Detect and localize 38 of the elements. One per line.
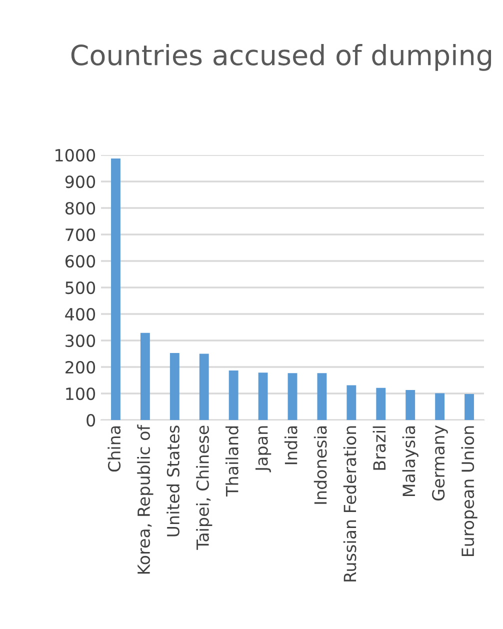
chart-title: Countries accused of dumping	[71, 44, 492, 71]
bar	[317, 373, 327, 420]
bar	[228, 370, 238, 420]
x-tick-label: China	[108, 426, 121, 472]
x-tick-label: Germany	[432, 425, 448, 501]
y-tick-label: 600	[65, 254, 96, 268]
y-tick-label: 200	[66, 360, 96, 374]
y-tick-label: 0	[86, 414, 96, 427]
y-tick-label: 800	[65, 202, 96, 215]
bar	[288, 373, 298, 420]
y-tick-label: 900	[65, 175, 96, 188]
x-tick-label: Russian Federation	[343, 426, 356, 582]
x-tick-label: Malaysia	[402, 426, 418, 496]
x-tick-label: Taipei, Chinese	[196, 426, 212, 550]
y-tick-label: 300	[66, 334, 96, 348]
x-tick-label: Thailand	[226, 426, 238, 496]
bar	[376, 388, 386, 420]
y-tick-label: 1000	[56, 148, 96, 162]
x-tick-label: United States	[166, 426, 180, 536]
bar	[170, 352, 180, 420]
y-tick-label: 500	[66, 281, 96, 294]
x-tick-label: European Union	[461, 426, 478, 556]
x-tick-label: Indonesia	[314, 426, 327, 504]
bar	[140, 332, 150, 420]
y-tick-label: 700	[66, 228, 96, 242]
x-tick-label: India	[284, 426, 298, 464]
x-tick-label: Japan	[255, 426, 272, 472]
bar	[464, 394, 474, 420]
y-tick-label: 100	[66, 387, 96, 400]
bar	[199, 354, 209, 420]
bar	[435, 393, 445, 420]
y-tick-label: 400	[65, 308, 96, 321]
bar	[406, 390, 416, 420]
bar	[346, 385, 356, 420]
bar	[111, 158, 120, 420]
x-tick-label: Korea, Republic of	[137, 424, 154, 574]
x-tick-label: Brazil	[372, 426, 386, 470]
bar	[258, 372, 268, 420]
